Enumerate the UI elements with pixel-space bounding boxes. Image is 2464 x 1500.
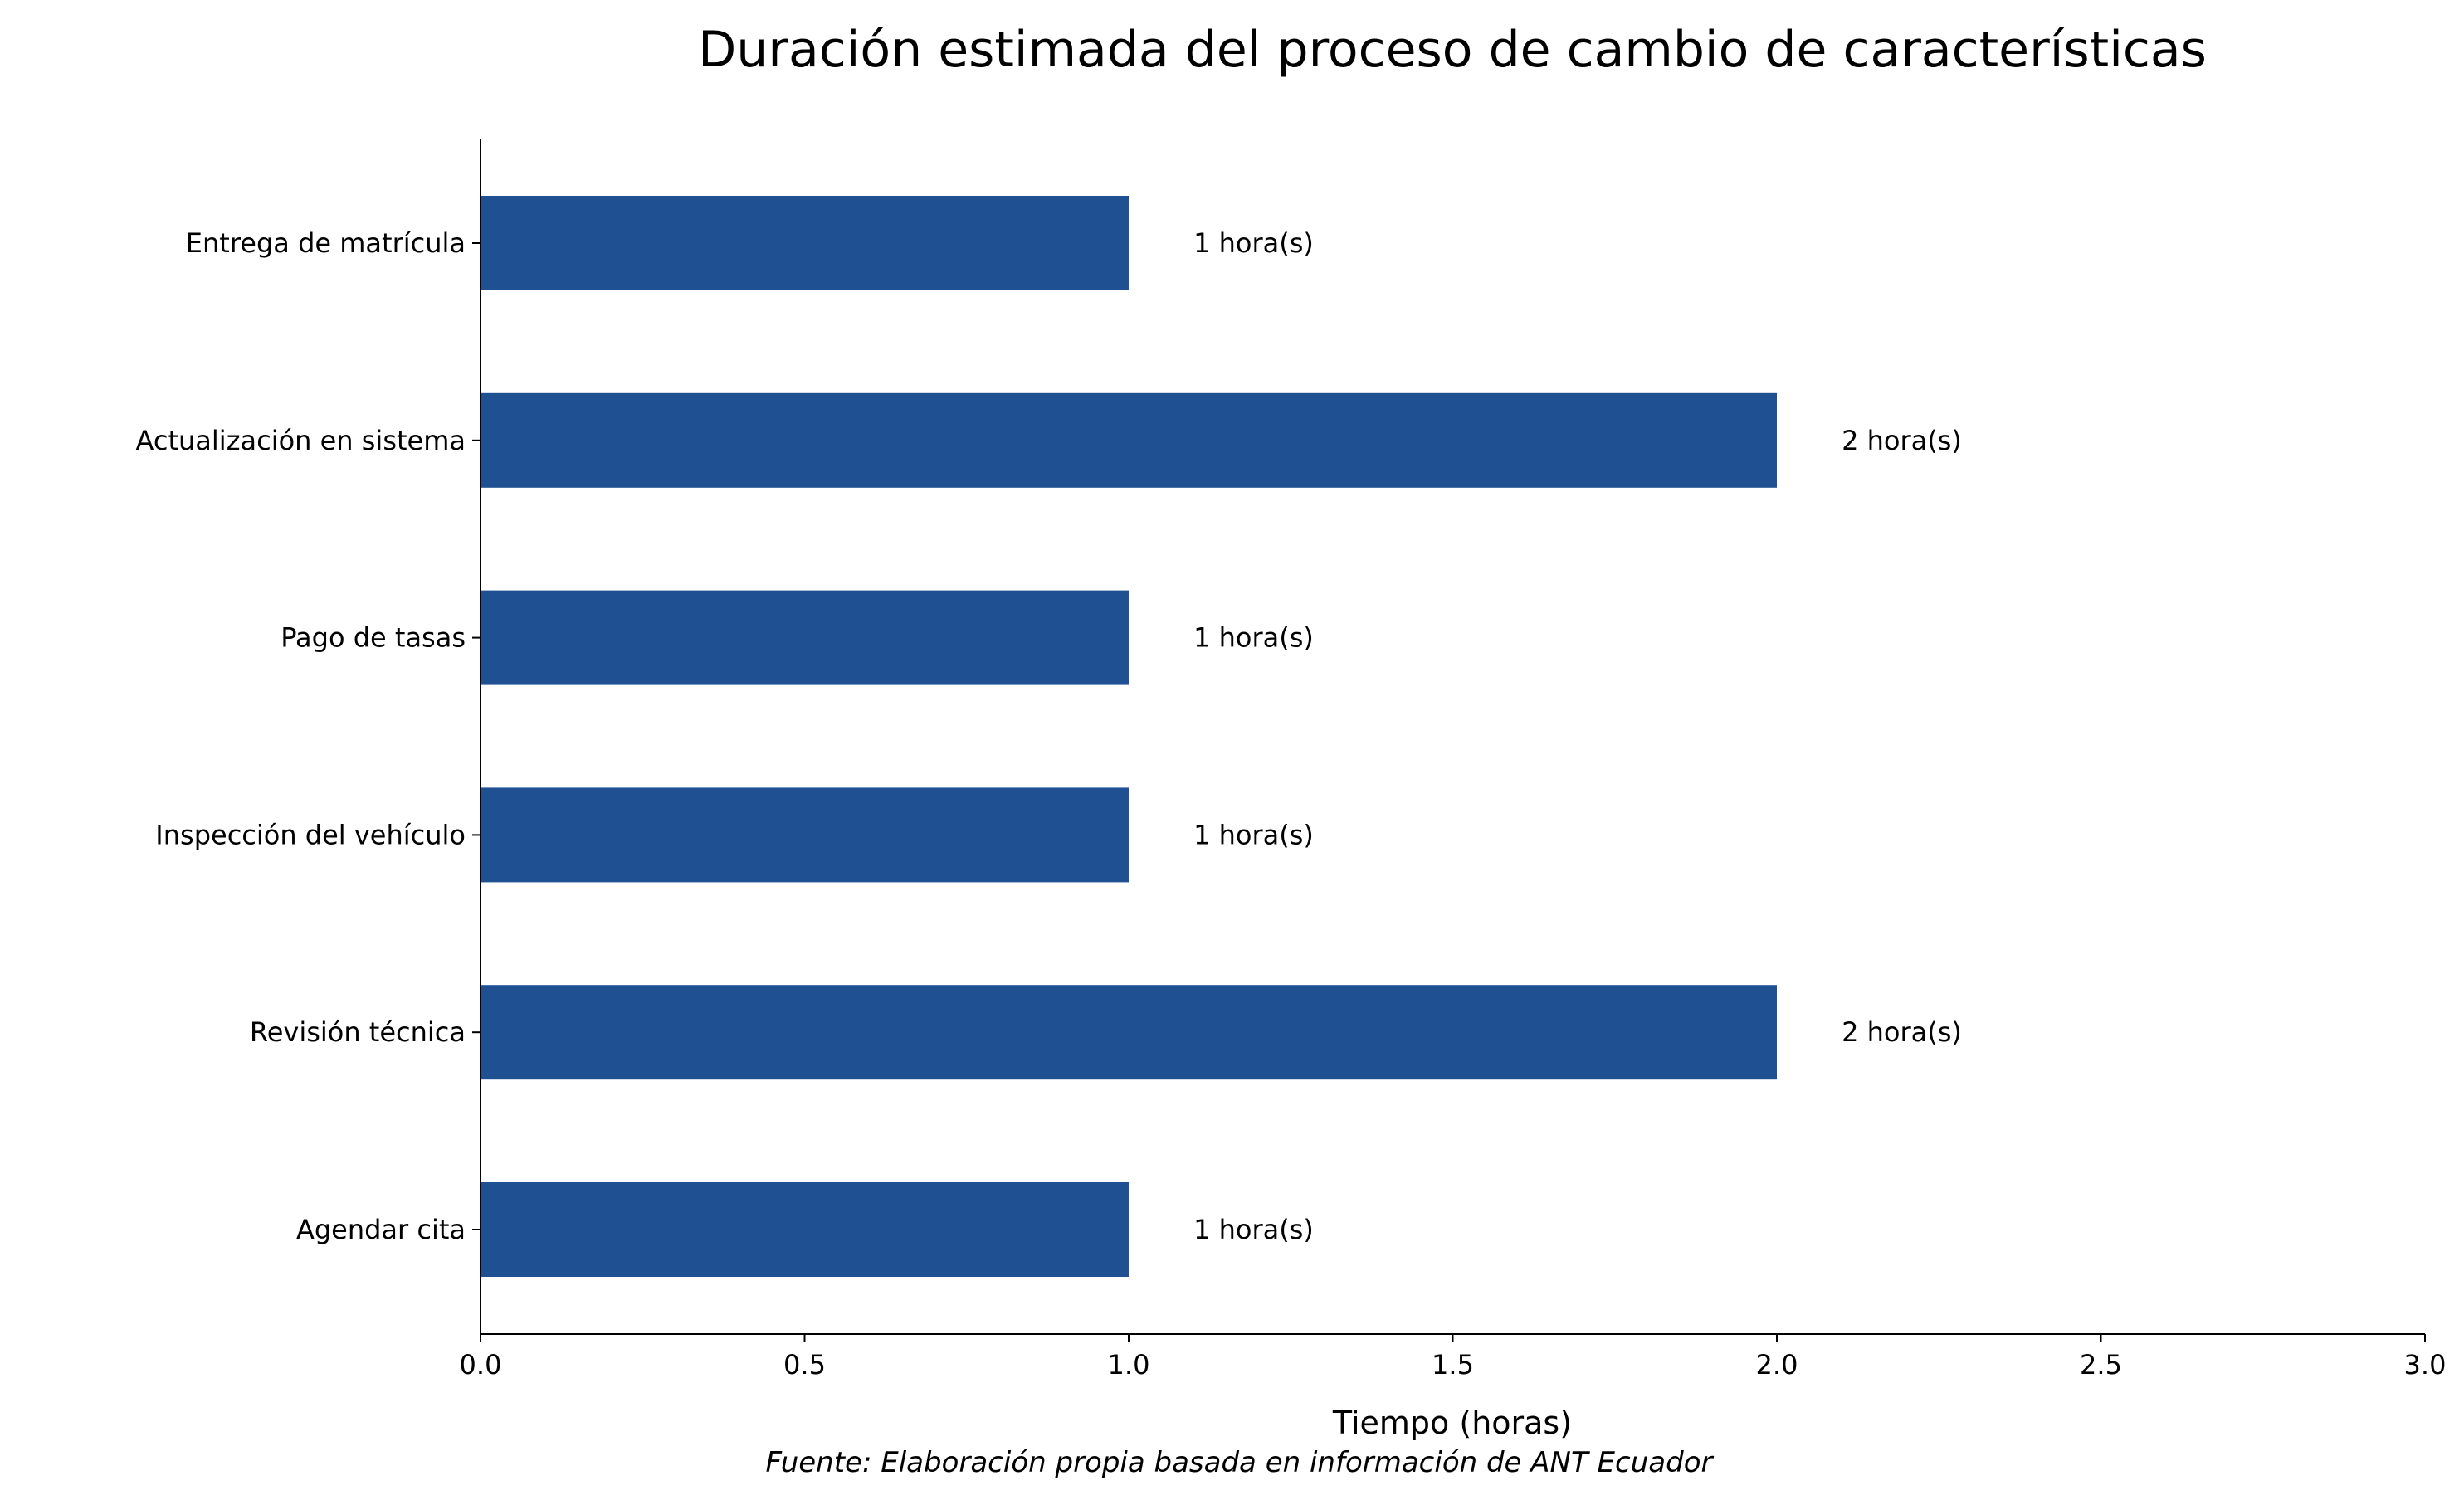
y-tick-label: Agendar cita	[296, 1214, 466, 1245]
x-tick-label: 2.0	[1756, 1349, 1798, 1381]
x-tick-label: 0.0	[460, 1349, 502, 1381]
source-note: Fuente: Elaboración propia basada en inf…	[766, 1446, 1715, 1479]
x-tick-label: 1.5	[1432, 1349, 1474, 1381]
y-tick-label: Entrega de matrícula	[186, 227, 466, 259]
chart-title: Duración estimada del proceso de cambio …	[698, 21, 2207, 79]
x-tick-label: 1.0	[1108, 1349, 1150, 1381]
data-label: 1 hora(s)	[1193, 227, 1314, 259]
y-tick-label: Actualización en sistema	[136, 425, 466, 456]
x-tick-label: 2.5	[2080, 1349, 2122, 1381]
x-tick-label: 3.0	[2404, 1349, 2447, 1381]
data-label: 1 hora(s)	[1193, 1214, 1314, 1245]
data-label: 1 hora(s)	[1193, 622, 1314, 654]
y-tick-label: Inspección del vehículo	[155, 819, 466, 850]
y-tick-label: Pago de tasas	[281, 622, 466, 654]
bar	[481, 392, 1777, 488]
bar	[481, 590, 1129, 685]
data-label: 2 hora(s)	[1842, 1016, 1962, 1048]
x-tick-label: 0.5	[783, 1349, 826, 1381]
data-label: 1 hora(s)	[1193, 819, 1314, 850]
bar	[481, 1182, 1129, 1277]
y-tick-label: Revisión técnica	[250, 1016, 466, 1048]
x-axis-label: Tiempo (horas)	[1332, 1405, 1572, 1441]
data-label: 2 hora(s)	[1842, 425, 1962, 456]
bar	[481, 196, 1129, 290]
bar	[481, 985, 1777, 1080]
bar	[481, 787, 1129, 883]
